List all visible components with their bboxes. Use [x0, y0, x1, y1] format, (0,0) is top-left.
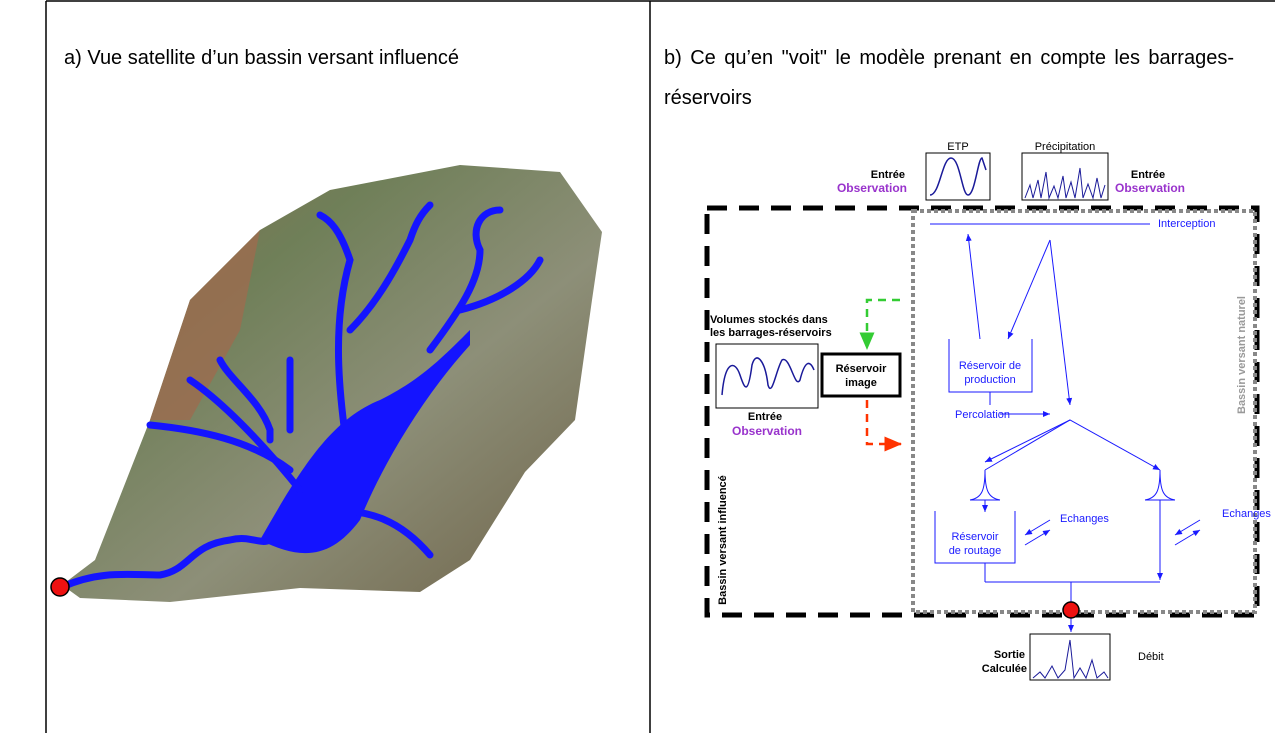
input-label: Entrée [1131, 169, 1165, 181]
exchanges-label: Echanges [1060, 513, 1109, 525]
etp-label: ETP [947, 141, 968, 153]
influenced-basin-label: Bassin versant influencé [717, 475, 729, 605]
production-reservoir-label: Réservoir de [959, 360, 1021, 372]
table-border [45, 0, 1275, 733]
observation-label: Observation [1115, 181, 1185, 195]
image-reservoir-label: Réservoir [836, 363, 887, 375]
output-label: Sortie [994, 649, 1025, 661]
routing-reservoir-label: de routage [949, 545, 1002, 557]
input-label: Entrée [871, 169, 905, 181]
interception-label: Interception [1158, 218, 1215, 230]
observation-label: Observation [732, 424, 802, 438]
panel-b-title: b) Ce qu’en "voit" le modèle prenant en … [664, 47, 1234, 109]
image-reservoir-label: image [845, 377, 877, 389]
etp-plot [925, 152, 991, 201]
production-reservoir-label: production [964, 374, 1015, 386]
precipitation-label: Précipitation [1035, 141, 1096, 153]
output-label: Calculée [982, 663, 1027, 675]
stored-volumes-label: Volumes stockés dans [710, 314, 828, 326]
diagram [704, 152, 1260, 681]
natural-basin-label: Bassin versant naturel [1236, 296, 1248, 414]
discharge-label: Débit [1138, 651, 1164, 663]
diagram-labels: ETP Précipitation Entrée Observation Ent… [710, 141, 1271, 675]
natural-basin-box [911, 209, 1257, 614]
routing-reservoir-label: Réservoir [951, 531, 998, 543]
percolation-label: Percolation [955, 409, 1010, 421]
input-label: Entrée [748, 411, 782, 423]
satellite-image [50, 165, 602, 602]
image-reservoir-box [820, 352, 902, 398]
observation-label: Observation [837, 181, 907, 195]
exchanges-label: Echanges [1222, 508, 1271, 520]
panel-a-title: a) Vue satellite d’un bassin versant inf… [64, 47, 460, 69]
stored-volumes-label: les barrages-réservoirs [710, 327, 832, 339]
